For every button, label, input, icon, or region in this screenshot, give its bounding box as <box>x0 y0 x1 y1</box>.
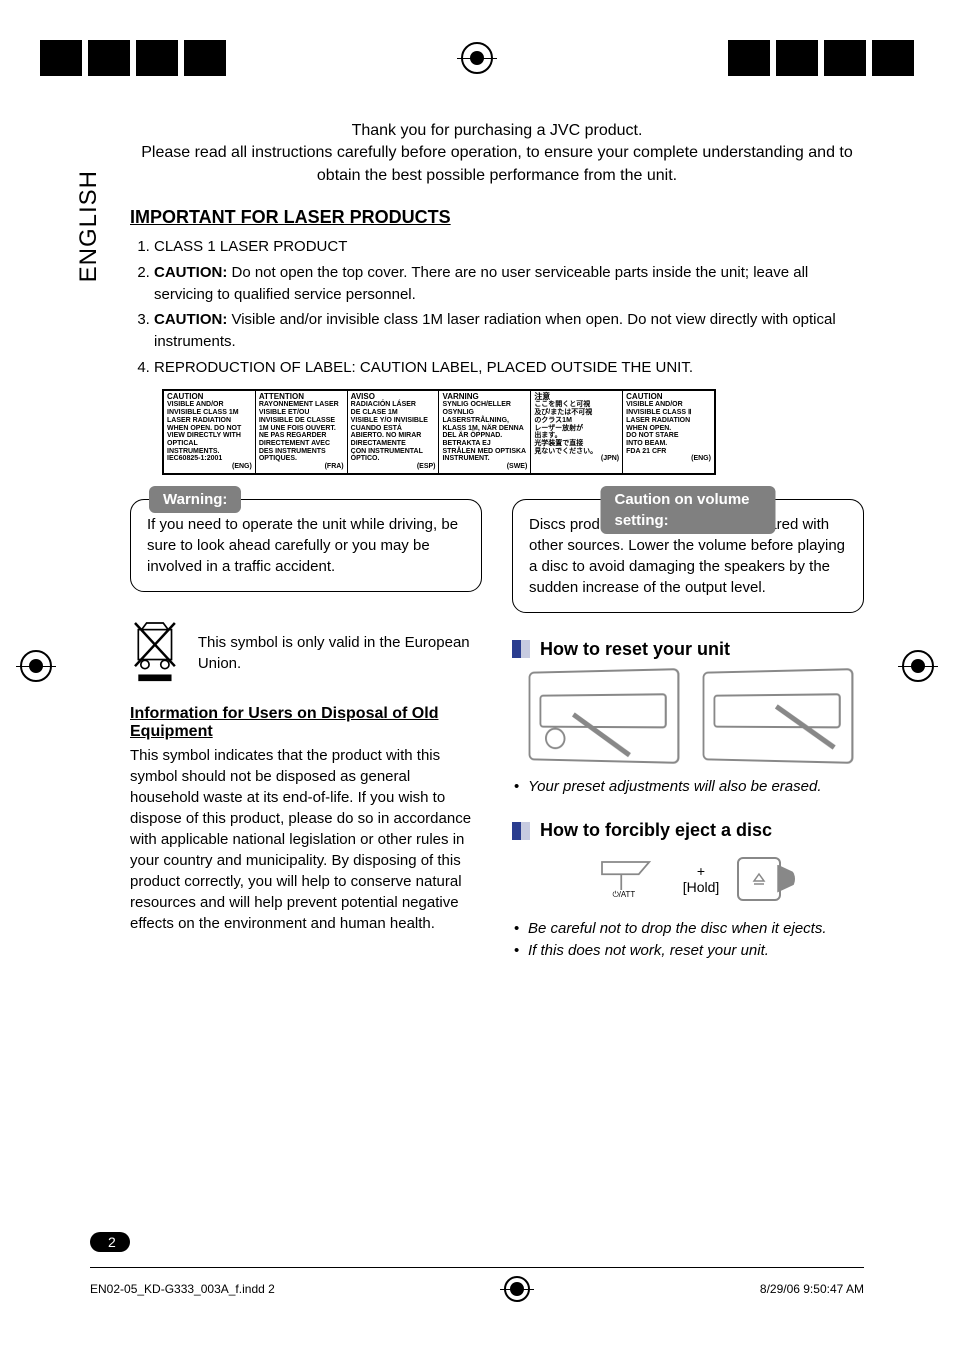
laser-item-2-bold: CAUTION: <box>154 264 227 281</box>
heading-marker-icon <box>512 822 530 840</box>
weee-body: This symbol indicates that the product w… <box>130 745 482 934</box>
eject-plus: + <box>683 863 720 879</box>
two-column-area: Warning: If you need to operate the unit… <box>130 499 864 963</box>
intro-line-2: Please read all instructions carefully b… <box>130 142 864 187</box>
svg-text:⏻/ATT: ⏻/ATT <box>612 890 635 899</box>
eject-title: How to forcibly eject a disc <box>540 820 772 841</box>
press-icon: ⏻/ATT <box>595 855 665 902</box>
registration-mark-bottom <box>504 1276 530 1302</box>
weee-symbol-row: This symbol is only valid in the Europea… <box>130 618 482 689</box>
reset-title: How to reset your unit <box>540 639 730 660</box>
language-tab: ENGLISH <box>75 170 103 282</box>
registration-mark-left <box>20 650 52 682</box>
crop-bar-right <box>728 40 914 76</box>
eject-note-1: Be careful not to drop the disc when it … <box>512 918 864 941</box>
eject-plus-hold: + [Hold] <box>683 863 720 895</box>
reset-illustration <box>512 670 864 762</box>
intro-line-1: Thank you for purchasing a JVC product. <box>130 120 864 142</box>
unit-closed-icon <box>529 668 680 764</box>
laser-item-3-rest: Visible and/or invisible class 1M laser … <box>154 311 836 350</box>
caution-label-reproduction: CAUTIONVISIBLE AND/ORINVISIBLE CLASS 1ML… <box>162 389 716 475</box>
registration-mark-right <box>902 650 934 682</box>
warning-callout: Warning: If you need to operate the unit… <box>130 499 482 592</box>
reset-note: Your preset adjustments will also be era… <box>512 776 864 799</box>
right-column: Caution on volume setting: Discs produce… <box>512 499 864 963</box>
reset-heading: How to reset your unit <box>512 639 864 660</box>
footer-file: EN02-05_KD-G333_003A_f.indd 2 <box>90 1282 275 1296</box>
caution-label-column: 注意ここを開くと可視及び/または不可視のクラス1Mレーザー放射が出ます。光学装置… <box>531 391 623 473</box>
page-content: Thank you for purchasing a JVC product. … <box>130 120 864 963</box>
left-column: Warning: If you need to operate the unit… <box>130 499 482 963</box>
laser-item-3: CAUTION: Visible and/or invisible class … <box>154 309 864 353</box>
caution-label-column: CAUTIONVISIBLE AND/ORINVISIBLE CLASS ⅡLA… <box>623 391 714 473</box>
registration-mark-top <box>461 42 493 74</box>
weee-title: Information for Users on Disposal of Old… <box>130 705 482 741</box>
page-number: 2 <box>90 1232 130 1252</box>
eject-hold: [Hold] <box>683 879 720 895</box>
weee-icon <box>130 618 180 689</box>
intro-text: Thank you for purchasing a JVC product. … <box>130 120 864 187</box>
warning-body: If you need to operate the unit while dr… <box>147 514 465 577</box>
caution-label-column: AVISORADIACIÓN LÁSERDE CLASE 1MVISIBLE Y… <box>348 391 440 473</box>
footer-date: 8/29/06 9:50:47 AM <box>760 1282 864 1296</box>
caution-label-column: VARNINGSYNLIG OCH/ELLEROSYNLIGLASERSTRÅL… <box>439 391 531 473</box>
caution-label-column: CAUTIONVISIBLE AND/ORINVISIBLE CLASS 1ML… <box>164 391 256 473</box>
laser-heading: IMPORTANT FOR LASER PRODUCTS <box>130 207 864 228</box>
eject-note-2: If this does not work, reset your unit. <box>512 940 864 963</box>
laser-item-2-rest: Do not open the top cover. There are no … <box>154 264 808 303</box>
unit-open-icon <box>703 668 854 764</box>
crop-bar-left <box>40 40 226 76</box>
caution-label-column: ATTENTIONRAYONNEMENT LASERVISIBLE ET/OUI… <box>256 391 348 473</box>
laser-item-3-bold: CAUTION: <box>154 311 227 328</box>
footer: EN02-05_KD-G333_003A_f.indd 2 8/29/06 9:… <box>90 1267 864 1302</box>
warning-tag: Warning: <box>149 486 241 513</box>
eject-button-icon <box>737 857 781 901</box>
volume-tag: Caution on volume setting: <box>601 486 776 534</box>
eject-illustration: ⏻/ATT + [Hold] <box>512 855 864 902</box>
laser-item-1: CLASS 1 LASER PRODUCT <box>154 236 864 258</box>
laser-item-4: REPRODUCTION OF LABEL: CAUTION LABEL, PL… <box>154 357 864 379</box>
laser-item-2: CAUTION: Do not open the top cover. Ther… <box>154 262 864 306</box>
crop-marks-top <box>0 40 954 76</box>
volume-callout: Caution on volume setting: Discs produce… <box>512 499 864 613</box>
eject-heading: How to forcibly eject a disc <box>512 820 864 841</box>
weee-caption: This symbol is only valid in the Europea… <box>198 632 482 674</box>
heading-marker-icon <box>512 640 530 658</box>
laser-list: CLASS 1 LASER PRODUCT CAUTION: Do not op… <box>130 236 864 379</box>
